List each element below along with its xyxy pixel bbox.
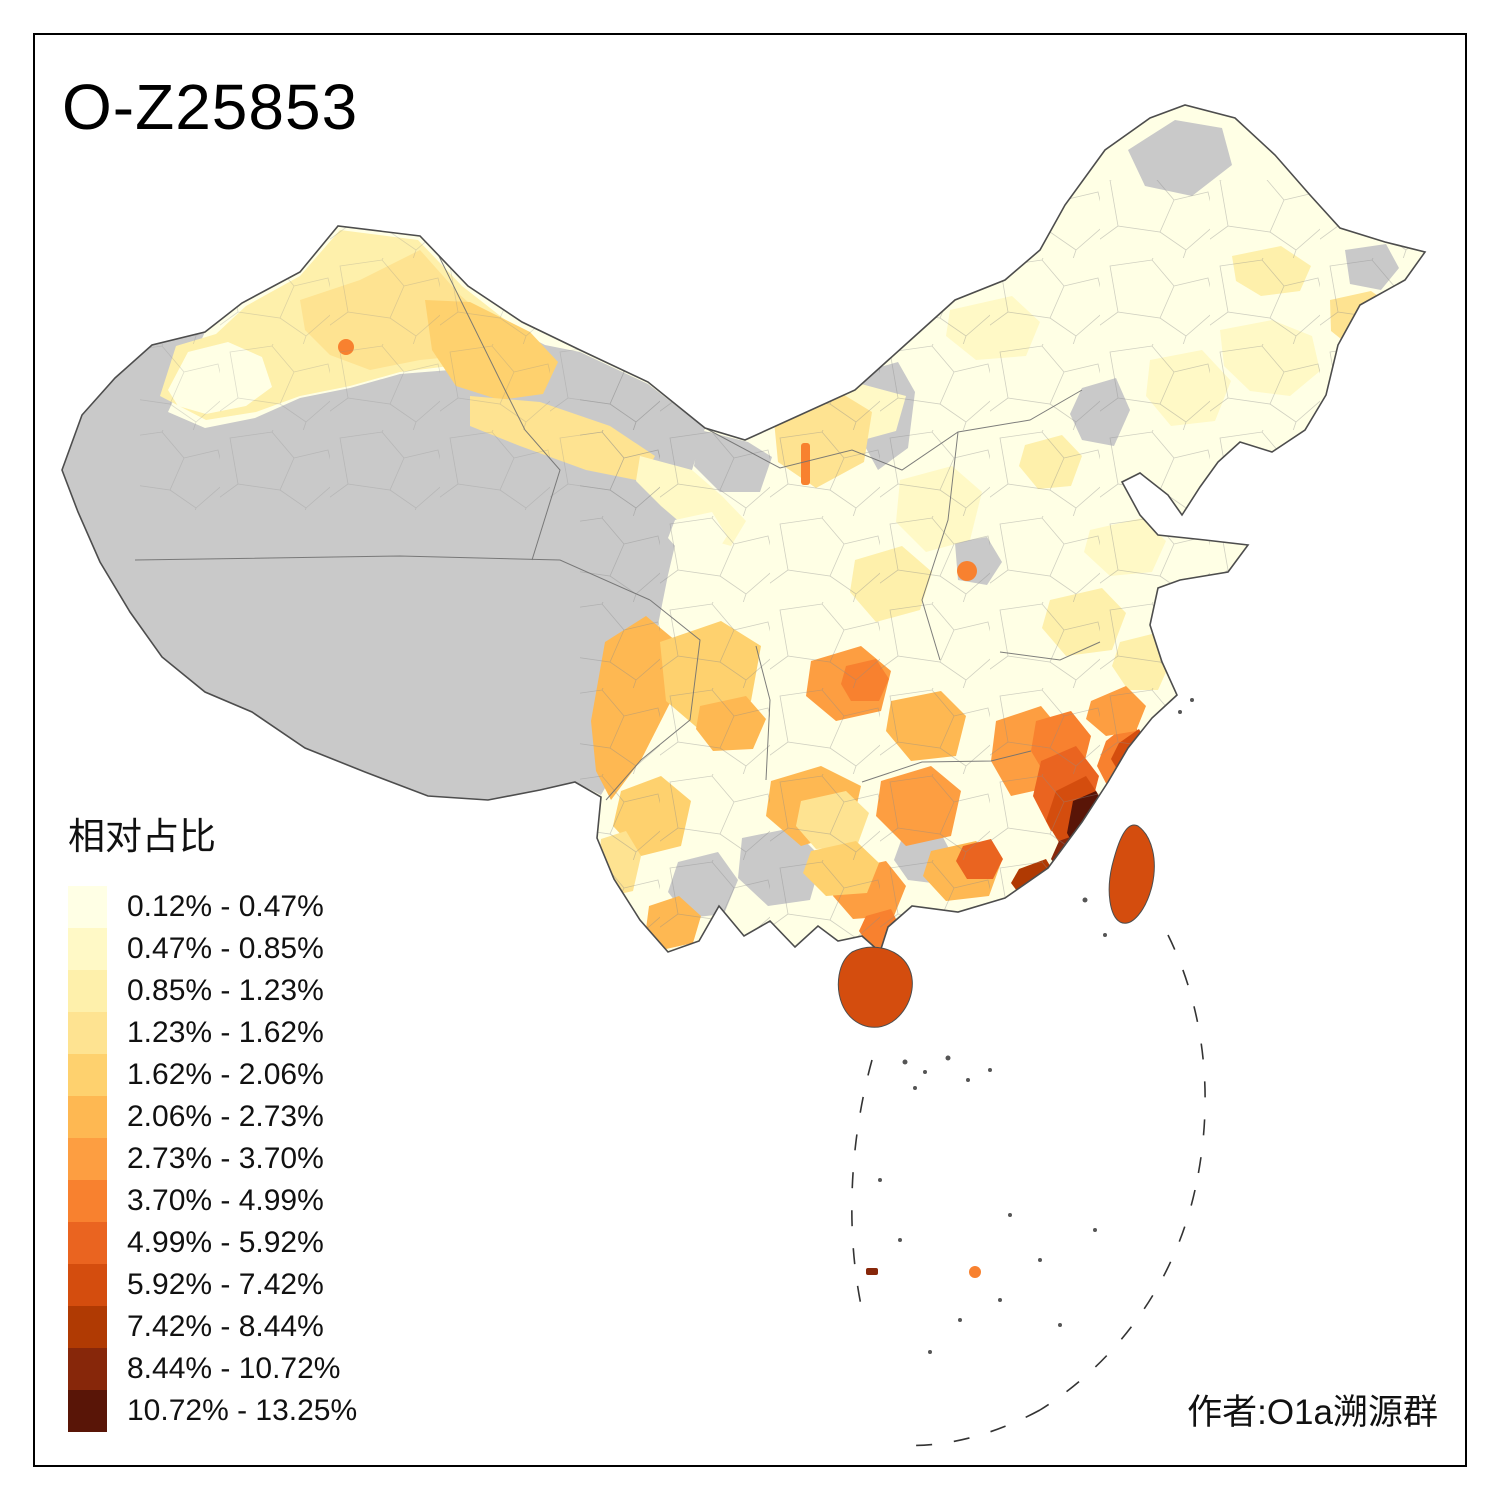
islands (866, 698, 1194, 1354)
legend-swatch (68, 1180, 107, 1222)
legend-label: 2.06% - 2.73% (127, 1100, 324, 1133)
legend-swatch (68, 1348, 107, 1390)
legend-swatch (68, 1390, 107, 1432)
legend-item: 0.85% - 1.23% (68, 970, 357, 1012)
legend-label: 1.23% - 1.62% (127, 1016, 324, 1049)
attribution: 作者:O1a溯源群 (1187, 1393, 1438, 1432)
legend-label: 0.12% - 0.47% (127, 890, 324, 923)
legend-label: 2.73% - 3.70% (127, 1142, 324, 1175)
island-region (969, 1266, 981, 1278)
legend-swatch (68, 928, 107, 970)
legend-item: 2.06% - 2.73% (68, 1096, 357, 1138)
legend: 相对占比 0.12% - 0.47% 0.47% - 0.85% 0.85% - 1… (68, 806, 357, 1432)
legend-swatch (68, 1264, 107, 1306)
legend-label: 4.99% - 5.92% (127, 1226, 324, 1259)
legend-label: 0.47% - 0.85% (127, 932, 324, 965)
prefecture-texture (140, 220, 660, 510)
legend-item: 7.42% - 8.44% (68, 1306, 357, 1348)
legend-swatch (68, 886, 107, 928)
mainland-outline (61, 104, 1427, 954)
legend-swatch (68, 1054, 107, 1096)
legend-item: 5.92% - 7.42% (68, 1264, 357, 1306)
legend-item: 2.73% - 3.70% (68, 1138, 357, 1180)
legend-item: 3.70% - 4.99% (68, 1180, 357, 1222)
page-title: O-Z25853 (62, 71, 359, 143)
island-region (866, 1268, 878, 1275)
province-borders (134, 237, 1101, 801)
region-taiwan (1108, 824, 1155, 924)
legend-swatch (68, 1138, 107, 1180)
legend-item: 10.72% - 13.25% (68, 1390, 357, 1432)
legend-swatch (68, 1222, 107, 1264)
legend-label: 8.44% - 10.72% (127, 1352, 341, 1385)
legend-label: 10.72% - 13.25% (127, 1394, 358, 1427)
legend-item: 0.12% - 0.47% (68, 886, 357, 928)
legend-title: 相对占比 (68, 816, 216, 857)
legend-item: 0.47% - 0.85% (68, 928, 357, 970)
legend-label: 7.42% - 8.44% (127, 1310, 324, 1343)
prefecture-texture (580, 180, 1425, 952)
region (1128, 120, 1232, 196)
legend-item: 1.62% - 2.06% (68, 1054, 357, 1096)
legend-item: 1.23% - 1.62% (68, 1012, 357, 1054)
legend-swatch (68, 1012, 107, 1054)
nine-dash-line (851, 934, 1206, 1447)
legend-item: 8.44% - 10.72% (68, 1348, 357, 1390)
legend-label: 3.70% - 4.99% (127, 1184, 324, 1217)
legend-label: 1.62% - 2.06% (127, 1058, 324, 1091)
legend-swatch (68, 1096, 107, 1138)
legend-swatch (68, 970, 107, 1012)
legend-item: 4.99% - 5.92% (68, 1222, 357, 1264)
legend-label: 5.92% - 7.42% (127, 1268, 324, 1301)
legend-items: 0.12% - 0.47% 0.47% - 0.85% 0.85% - 1.23% 1… (68, 886, 357, 1432)
legend-swatch (68, 1306, 107, 1348)
region-hainan (837, 946, 913, 1028)
legend-label: 0.85% - 1.23% (127, 974, 324, 1007)
